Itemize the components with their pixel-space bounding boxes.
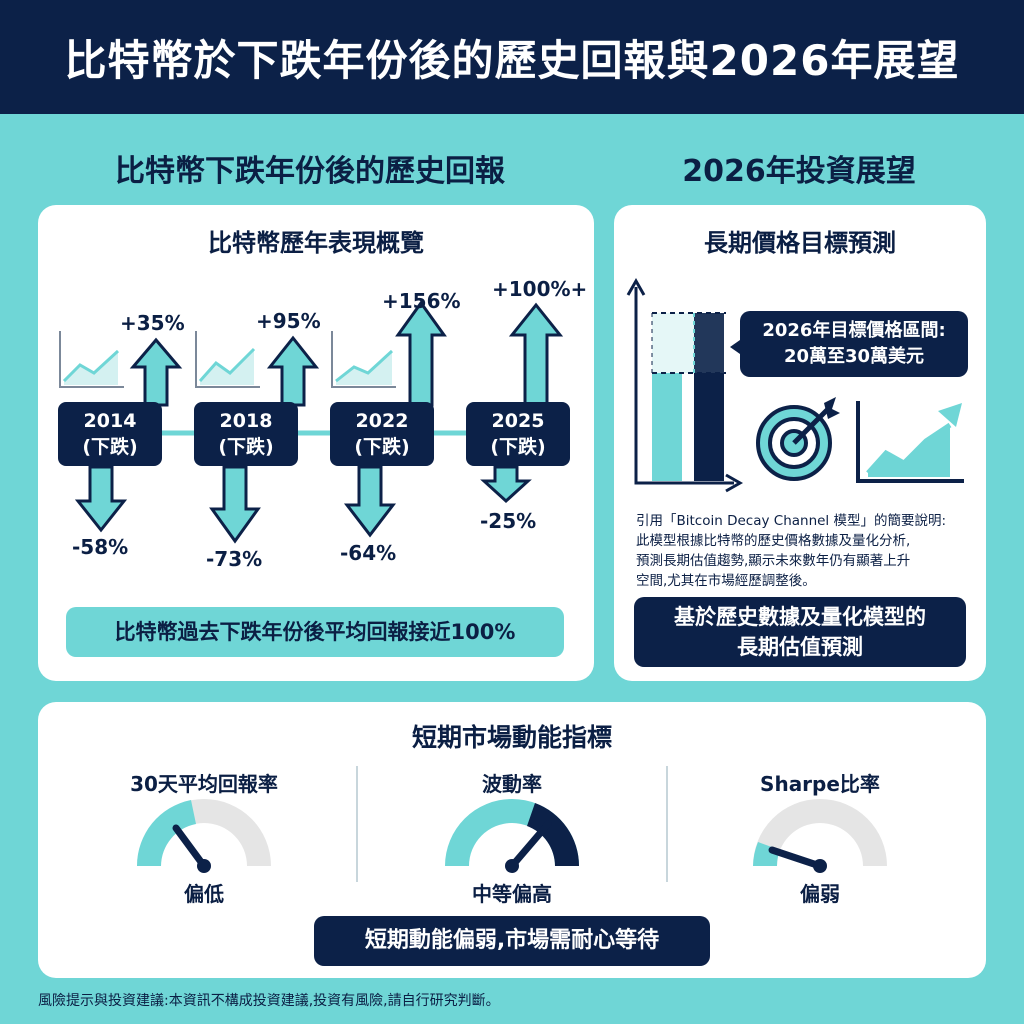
bar-target (694, 373, 724, 481)
arrow-up-icon (395, 300, 447, 407)
up-pct-2022: +156% (382, 289, 461, 313)
header-banner: 比特幣於下跌年份後的歷史回報與2026年展望 (0, 0, 1024, 114)
down-pct-2018: -73% (206, 547, 263, 571)
growth-chart-icon (856, 401, 964, 483)
gauge-value-volatility: 中等偏高 (472, 882, 552, 906)
left-section-title: 比特幣下跌年份後的歷史回報 (115, 154, 505, 189)
desc-line: 預測長期估值趨勢,顯示未來數年仍有顯著上升 (636, 553, 911, 569)
gauge-needle (172, 824, 211, 873)
model-description: 引用「Bitcoin Decay Channel 模型」的簡要說明: 此模型根據… (636, 511, 976, 591)
history-card-title: 比特幣歷年表現概覽 (208, 229, 424, 257)
bar-current (652, 373, 682, 481)
forecast-banner: 基於歷史數據及量化模型的 長期估值預測 (634, 597, 966, 667)
desc-line: 引用「Bitcoin Decay Channel 模型」的簡要說明: (636, 513, 947, 529)
year-note: (下跌) (82, 436, 138, 458)
momentum-card-title: 短期市場動能指標 (411, 723, 612, 752)
down-pct-2014: -58% (72, 535, 129, 559)
target-price-value: 20萬至30萬美元 (783, 346, 925, 367)
gauge-needle (505, 820, 552, 873)
right-section-title: 2026年投資展望 (682, 154, 916, 189)
history-card: 比特幣歷年表現概覽 2014 (下跌) (38, 205, 594, 681)
arrow-up-icon (129, 337, 183, 407)
banner-line: 基於歷史數據及量化模型的 (674, 605, 926, 629)
target-icon (756, 397, 840, 481)
line-chart-icon (59, 331, 124, 388)
gauge-value-return: 偏低 (184, 882, 224, 906)
year-box-2022: 2022 (下跌) (330, 402, 434, 466)
chart-axes (626, 277, 744, 493)
gauges-graphic (136, 799, 887, 873)
divider (666, 766, 668, 882)
arrow-up-icon (266, 335, 320, 407)
up-pct-2014: +35% (120, 311, 185, 335)
year-box-2014: 2014 (下跌) (58, 402, 162, 466)
page-title: 比特幣於下跌年份後的歷史回報與2026年展望 (64, 35, 960, 85)
target-zone-bar (694, 313, 724, 373)
momentum-card: 短期市場動能指標 30天平均回報率 波動率 Sharpe比率 (38, 702, 986, 978)
arrow-down-icon (74, 465, 128, 533)
year-label: 2018 (219, 410, 273, 432)
arrow-up-icon (508, 302, 564, 407)
line-chart-icon (331, 331, 396, 388)
forecast-graphic (626, 277, 964, 493)
target-price-callout: 2026年目標價格區間: 20萬至30萬美元 (740, 311, 968, 377)
target-price-label: 2026年目標價格區間: (762, 320, 946, 341)
year-label: 2022 (355, 410, 409, 432)
gauge-name-sharpe: Sharpe比率 (760, 772, 880, 796)
arrow-down-icon (209, 465, 261, 544)
history-summary: 比特幣過去下跌年份後平均回報接近100% (66, 607, 564, 657)
arrow-down-icon (480, 465, 532, 504)
year-label: 2025 (491, 410, 545, 432)
gauge-volatility (445, 799, 580, 873)
year-box-2025: 2025 (下跌) (466, 402, 570, 466)
gauge-name-volatility: 波動率 (482, 772, 542, 796)
arrow-down-icon (343, 465, 397, 538)
year-label: 2014 (83, 410, 137, 432)
gauge-needle (768, 846, 827, 873)
line-chart-icon (195, 331, 260, 388)
desc-line: 此模型根據比特幣的歷史價格數據及量化分析, (636, 533, 911, 549)
gauge-name-return: 30天平均回報率 (130, 772, 278, 796)
banner-line: 長期估值預測 (737, 635, 863, 659)
up-pct-2018: +95% (256, 309, 321, 333)
gauge-value-sharpe: 偏弱 (800, 882, 840, 906)
gauge-return (136, 799, 271, 873)
year-note: (下跌) (490, 436, 546, 458)
down-pct-2022: -64% (340, 541, 397, 565)
momentum-summary: 短期動能偏弱,市場需耐心等待 (314, 916, 710, 966)
forecast-card: 長期價格目標預測 (614, 205, 986, 681)
year-box-2018: 2018 (下跌) (194, 402, 298, 466)
gauge-sharpe (753, 799, 887, 873)
divider (356, 766, 358, 882)
year-note: (下跌) (218, 436, 274, 458)
down-pct-2025: -25% (480, 509, 537, 533)
desc-line: 空間,尤其在市場經歷調整後。 (636, 573, 816, 589)
risk-disclaimer: 風險提示與投資建議:本資訊不構成投資建議,投資有風險,請自行研究判斷。 (38, 993, 500, 1009)
history-graphic (59, 300, 564, 544)
year-note: (下跌) (354, 436, 410, 458)
forecast-card-title: 長期價格目標預測 (704, 229, 896, 257)
up-pct-2025: +100%+ (492, 277, 588, 301)
